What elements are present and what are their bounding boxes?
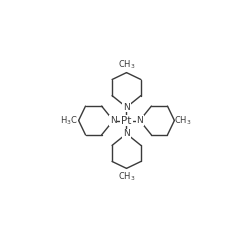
- Text: H$_3$C: H$_3$C: [60, 114, 78, 127]
- Text: CH$_3$: CH$_3$: [117, 58, 135, 71]
- Text: Pt: Pt: [121, 115, 131, 126]
- Text: CH$_3$: CH$_3$: [173, 114, 191, 127]
- Text: N: N: [123, 129, 129, 138]
- Text: N: N: [136, 116, 143, 125]
- Text: N: N: [123, 103, 129, 112]
- Text: CH$_3$: CH$_3$: [117, 170, 135, 183]
- Text: N: N: [109, 116, 116, 125]
